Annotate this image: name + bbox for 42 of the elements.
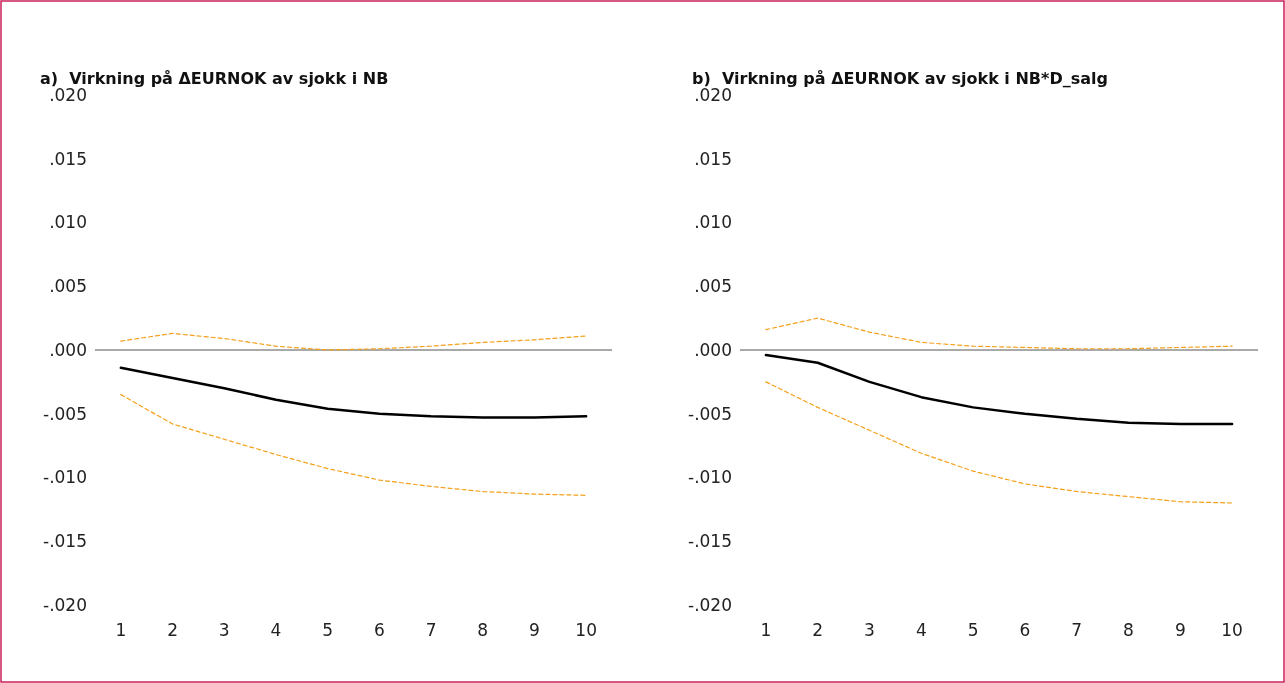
y-tick-label: .010	[694, 212, 732, 233]
x-tick-label: 1	[115, 619, 127, 640]
x-tick-label: 10	[1221, 619, 1243, 640]
x-tick-label: 1	[760, 619, 772, 640]
y-tick-label: -.010	[688, 467, 732, 488]
line-series	[120, 394, 587, 496]
y-tick-label: -.020	[688, 594, 732, 615]
x-tick-label: 10	[575, 619, 597, 640]
x-tick-label: 3	[864, 619, 875, 640]
x-tick-label: 3	[218, 619, 230, 640]
x-tick-label: 4	[270, 619, 282, 640]
x-tick-label: 8	[477, 619, 489, 640]
x-tick-label: 9	[529, 619, 540, 640]
x-tick-label: 9	[1174, 619, 1186, 640]
y-tick-label: -.015	[688, 531, 732, 552]
x-tick-label: 6	[1019, 619, 1031, 640]
y-tick-label: .000	[694, 339, 732, 360]
x-tick-label: 7	[425, 619, 437, 640]
y-tick-label: -.005	[43, 403, 87, 424]
x-tick-label: 5	[322, 619, 334, 640]
line-series	[764, 353, 1234, 426]
x-tick-label: 4	[915, 619, 927, 640]
y-tick-label: .005	[694, 276, 732, 297]
y-tick-label: -.005	[688, 403, 732, 424]
x-tick-label: 5	[967, 619, 979, 640]
y-tick-label: .015	[694, 148, 732, 169]
y-tick-label: -.015	[43, 531, 87, 552]
line-series	[765, 317, 1233, 350]
line-series	[119, 366, 588, 419]
y-tick-label: .015	[49, 148, 87, 169]
y-tick-label: -.020	[43, 594, 87, 615]
x-tick-label: 8	[1123, 619, 1134, 640]
line-series	[120, 332, 587, 351]
y-tick-label: .010	[49, 212, 87, 233]
x-tick-label: 6	[373, 619, 385, 640]
x-tick-label: 2	[167, 619, 178, 640]
x-tick-label: 2	[812, 619, 824, 640]
x-tick-label: 7	[1071, 619, 1083, 640]
line-series	[765, 381, 1233, 504]
y-tick-label: .005	[49, 276, 87, 297]
y-tick-label: -.010	[43, 467, 87, 488]
y-tick-label: .000	[49, 339, 87, 360]
